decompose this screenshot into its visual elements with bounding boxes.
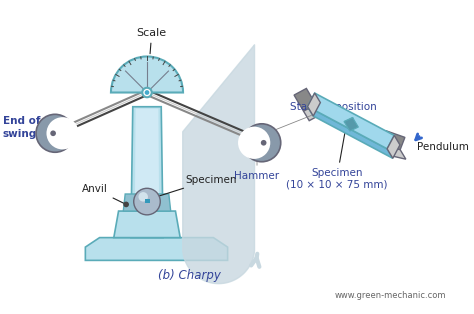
- Polygon shape: [308, 93, 394, 149]
- Circle shape: [134, 188, 160, 215]
- Text: Scale: Scale: [137, 28, 167, 54]
- Circle shape: [50, 130, 56, 136]
- Text: Specimen: Specimen: [159, 175, 237, 196]
- Polygon shape: [344, 118, 358, 131]
- Polygon shape: [123, 194, 171, 211]
- Polygon shape: [135, 109, 159, 238]
- Polygon shape: [387, 135, 400, 158]
- Circle shape: [238, 127, 270, 159]
- Circle shape: [123, 202, 129, 207]
- Circle shape: [46, 117, 79, 149]
- Polygon shape: [303, 105, 321, 121]
- Text: End of
swing: End of swing: [3, 116, 40, 139]
- Circle shape: [243, 124, 281, 162]
- Circle shape: [145, 90, 149, 95]
- Polygon shape: [344, 118, 354, 127]
- Polygon shape: [85, 238, 228, 260]
- Text: Anvil: Anvil: [82, 184, 124, 203]
- Circle shape: [36, 114, 74, 152]
- Polygon shape: [308, 106, 393, 158]
- Circle shape: [261, 140, 266, 146]
- Polygon shape: [131, 107, 163, 238]
- Polygon shape: [308, 93, 320, 116]
- FancyBboxPatch shape: [145, 199, 150, 203]
- Text: Pendulum: Pendulum: [417, 142, 469, 152]
- Polygon shape: [294, 89, 316, 111]
- Polygon shape: [388, 147, 406, 159]
- Text: Specimen
(10 × 10 × 75 mm): Specimen (10 × 10 × 75 mm): [286, 128, 387, 189]
- Circle shape: [138, 192, 148, 202]
- Circle shape: [142, 88, 152, 97]
- Text: (b) Charpy: (b) Charpy: [158, 269, 221, 282]
- Text: Hammer: Hammer: [235, 155, 280, 181]
- Wedge shape: [111, 57, 183, 93]
- Polygon shape: [114, 211, 180, 238]
- Polygon shape: [386, 131, 405, 150]
- Text: Starting position: Starting position: [269, 102, 377, 132]
- Text: www.green-mechanic.com: www.green-mechanic.com: [334, 291, 446, 300]
